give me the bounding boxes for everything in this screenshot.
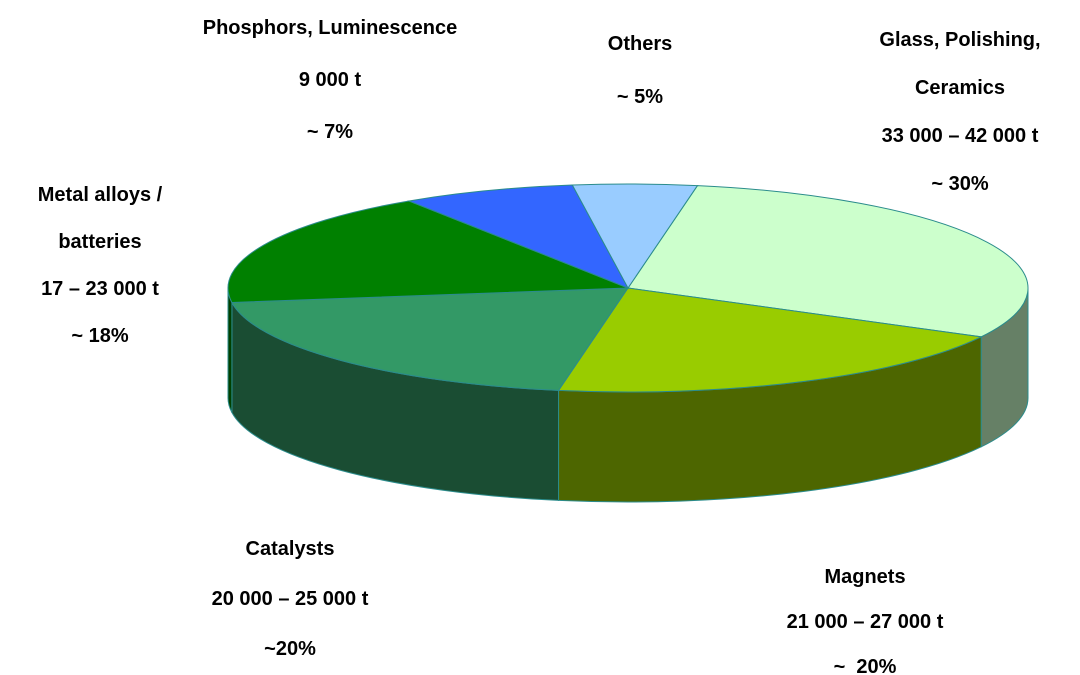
tonnage: 33 000 – 42 000 t — [881, 125, 1039, 147]
category-name: Catalysts — [245, 538, 335, 560]
pie-slice — [231, 287, 629, 391]
percent-label: ~20% — [264, 638, 316, 660]
slice-label: Others ~ 5% — [560, 18, 720, 124]
pie-side — [227, 287, 233, 413]
category-name: Phosphors, Luminescence — [202, 17, 458, 39]
tonnage: 21 000 – 27 000 t — [786, 611, 944, 633]
slice-label: Catalysts 20 000 – 25 000 t ~20% — [160, 524, 420, 674]
percent-label: ~ 18% — [71, 325, 129, 347]
slice-label: Metal alloys / batteries 17 – 23 000 t ~ 1… — [0, 172, 200, 360]
pie-slice — [407, 184, 630, 289]
tonnage: 9 000 t — [298, 69, 362, 91]
tonnage: 17 – 23 000 t — [41, 278, 159, 300]
tonnage: 20 000 – 25 000 t — [211, 588, 369, 610]
category-name: Metal alloys / batteries — [37, 184, 168, 253]
pie-slice — [557, 287, 983, 393]
percent-label: ~ 7% — [306, 121, 354, 143]
percent-label: ~ 30% — [931, 173, 989, 195]
percent-label: ~ 5% — [616, 86, 664, 108]
pie-slice — [627, 185, 1029, 338]
slice-label: Glass, Polishing, Ceramics 33 000 – 42 00… — [835, 16, 1080, 208]
category-name: Glass, Polishing, Ceramics — [879, 29, 1047, 99]
pie-slice — [227, 200, 629, 303]
category-name: Others — [607, 33, 673, 55]
slice-label: Magnets 21 000 – 27 000 t ~ 20% — [735, 555, 995, 675]
pie-slice — [571, 183, 699, 289]
slice-label: Phosphors, Luminescence 9 000 t ~ 7% — [140, 2, 520, 158]
percent-label: ~ 20% — [833, 656, 897, 675]
category-name: Magnets — [824, 566, 906, 588]
